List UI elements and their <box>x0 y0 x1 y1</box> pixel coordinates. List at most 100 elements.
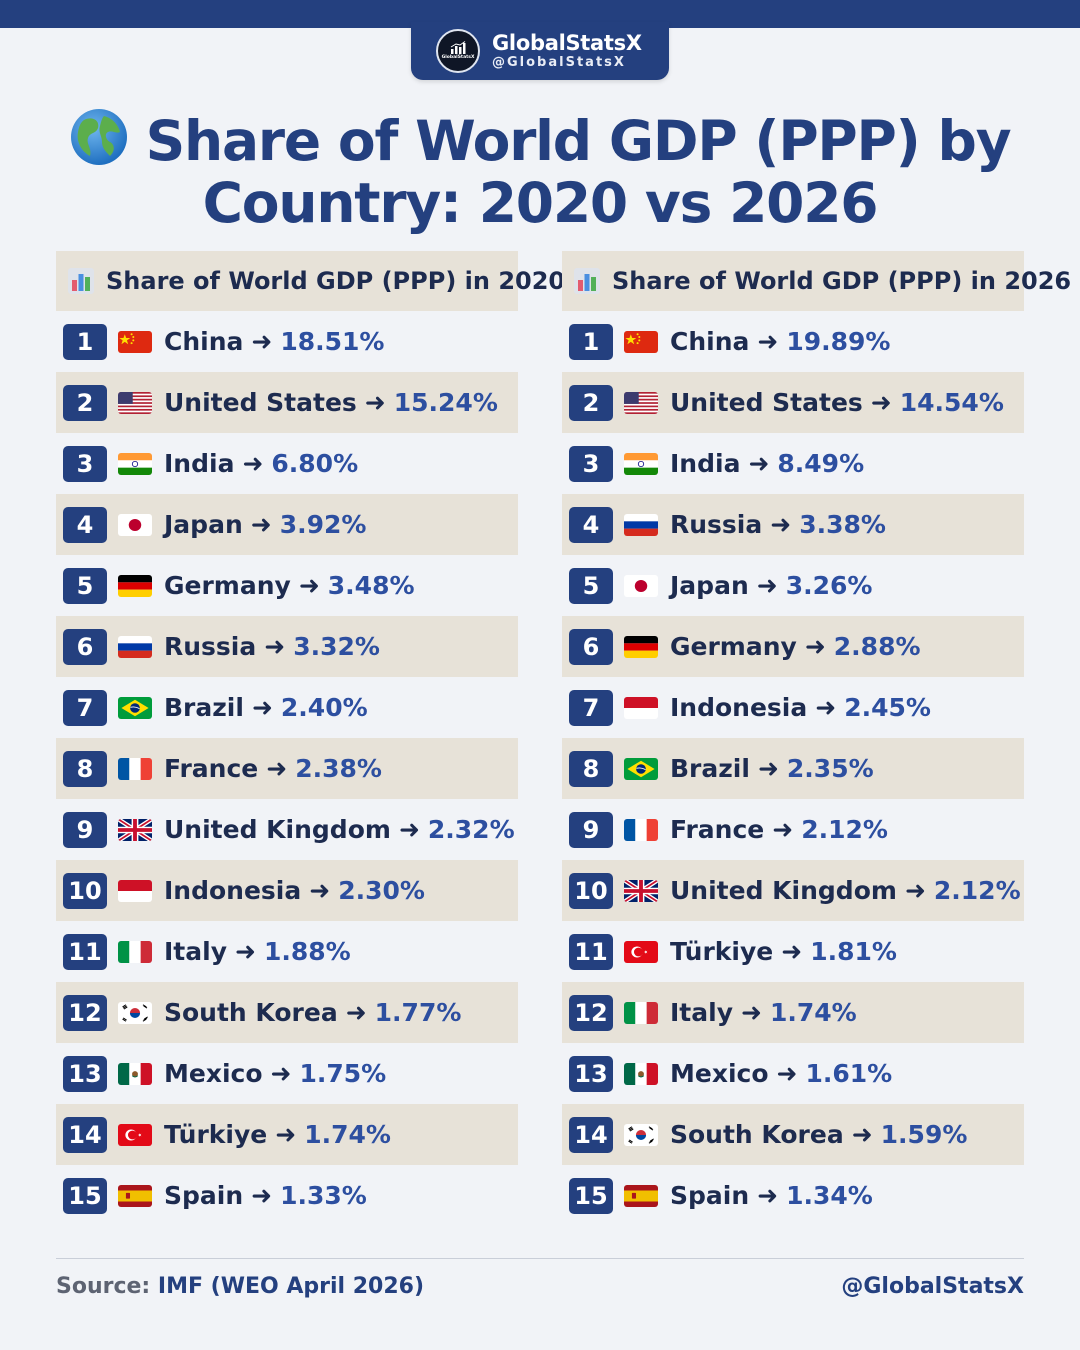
rank-badge: 1 <box>569 323 613 360</box>
country-name: United States <box>670 388 863 417</box>
flag-jp-icon <box>624 574 658 597</box>
page-title: Share of World GDP (PPP) by Country: 202… <box>60 108 1020 234</box>
ranking-row: 7 Brazil ➜ 2.40% <box>56 677 518 738</box>
gdp-share-value: 6.80% <box>271 449 359 478</box>
column-2020: Share of World GDP (PPP) in 2020 1 China ➜… <box>56 251 565 1226</box>
gdp-share-value: 1.75% <box>299 1059 387 1088</box>
flag-jp-icon <box>118 513 152 536</box>
rank-badge: 6 <box>569 628 613 665</box>
country-name: Mexico <box>670 1059 769 1088</box>
country-name: Russia <box>670 510 763 539</box>
ranking-row: 12 Italy ➜ 1.74% <box>562 982 1024 1043</box>
arrow-icon: ➜ <box>781 937 803 966</box>
arrow-icon: ➜ <box>772 815 794 844</box>
arrow-icon: ➜ <box>251 327 273 356</box>
flag-mx-icon <box>118 1062 152 1085</box>
arrow-icon: ➜ <box>741 998 762 1027</box>
country-name: Italy <box>164 937 227 966</box>
arrow-icon: ➜ <box>757 1181 779 1210</box>
source-label: Source: <box>56 1274 151 1299</box>
brand-logo-text: GlobalStatsX <box>441 55 475 60</box>
row-text: Brazil ➜ 2.40% <box>164 693 368 722</box>
arrow-icon: ➜ <box>756 571 778 600</box>
ranking-row: 11 Italy ➜ 1.88% <box>56 921 518 982</box>
arrow-icon: ➜ <box>748 449 770 478</box>
flag-es-icon <box>624 1184 658 1207</box>
country-name: Japan <box>164 510 243 539</box>
gdp-share-value: 1.74% <box>304 1120 391 1149</box>
gdp-share-value: 3.26% <box>785 571 873 600</box>
arrow-icon: ➜ <box>251 693 273 722</box>
gdp-share-value: 15.24% <box>393 388 498 417</box>
row-text: Germany ➜ 2.88% <box>670 632 921 661</box>
flag-de-icon <box>118 574 152 597</box>
row-text: France ➜ 2.38% <box>164 754 382 783</box>
brand-name: GlobalStatsX <box>492 31 642 55</box>
arrow-icon: ➜ <box>275 1120 297 1149</box>
row-text: United States ➜ 15.24% <box>164 388 498 417</box>
gdp-share-value: 1.59% <box>880 1120 968 1149</box>
column-header: Share of World GDP (PPP) in 2026 <box>562 251 1071 311</box>
flag-id-icon <box>624 696 658 719</box>
rank-badge: 7 <box>569 689 613 726</box>
ranking-row: 11 Türkiye ➜ 1.81% <box>562 921 1024 982</box>
gdp-share-value: 2.30% <box>338 876 425 905</box>
row-text: Mexico ➜ 1.75% <box>164 1059 386 1088</box>
country-name: Japan <box>670 571 749 600</box>
brand-logo: GlobalStatsX <box>436 29 480 73</box>
row-text: Indonesia ➜ 2.30% <box>164 876 425 905</box>
gdp-share-value: 2.35% <box>786 754 874 783</box>
rank-badge: 5 <box>63 567 107 604</box>
flag-tr-icon <box>624 940 658 963</box>
country-name: Germany <box>670 632 797 661</box>
row-text: Russia ➜ 3.32% <box>164 632 380 661</box>
ranking-row: 4 Russia ➜ 3.38% <box>562 494 1024 555</box>
ranking-row: 1 China ➜ 18.51% <box>56 311 518 372</box>
ranking-row: 5 Germany ➜ 3.48% <box>56 555 518 616</box>
arrow-icon: ➜ <box>251 1181 273 1210</box>
country-name: Brazil <box>164 693 244 722</box>
ranking-list: 1 China ➜ 19.89% 2 United States ➜ 14.54% 3 India… <box>562 311 1024 1226</box>
rank-badge: 11 <box>569 933 613 970</box>
ranking-row: 12 South Korea ➜ 1.77% <box>56 982 518 1043</box>
arrow-icon: ➜ <box>364 388 386 417</box>
flag-ru-icon <box>624 513 658 536</box>
ranking-row: 4 Japan ➜ 3.92% <box>56 494 518 555</box>
flag-tr-icon <box>118 1123 152 1146</box>
country-name: South Korea <box>670 1120 844 1149</box>
row-text: Italy ➜ 1.88% <box>164 937 351 966</box>
flag-fr-icon <box>118 757 152 780</box>
rank-badge: 14 <box>569 1116 613 1153</box>
column-header-label: Share of World GDP (PPP) in 2020 <box>106 267 566 295</box>
gdp-share-value: 1.61% <box>805 1059 893 1088</box>
gdp-share-value: 3.38% <box>799 510 886 539</box>
arrow-icon: ➜ <box>266 754 288 783</box>
flag-ru-icon <box>118 635 152 658</box>
arrow-icon: ➜ <box>851 1120 873 1149</box>
row-text: India ➜ 8.49% <box>670 449 864 478</box>
flag-br-icon <box>118 696 152 719</box>
ranking-row: 10 Indonesia ➜ 2.30% <box>56 860 518 921</box>
country-name: Germany <box>164 571 291 600</box>
rank-badge: 4 <box>569 506 613 543</box>
ranking-row: 14 Türkiye ➜ 1.74% <box>56 1104 518 1165</box>
row-text: Germany ➜ 3.48% <box>164 571 415 600</box>
ranking-row: 2 United States ➜ 15.24% <box>56 372 518 433</box>
bar-chart-icon <box>68 268 94 294</box>
flag-it-icon <box>118 940 152 963</box>
flag-fr-icon <box>624 818 658 841</box>
country-name: Russia <box>164 632 257 661</box>
arrow-icon: ➜ <box>345 998 367 1027</box>
country-name: India <box>164 449 235 478</box>
rank-badge: 12 <box>63 994 107 1031</box>
column-header: Share of World GDP (PPP) in 2020 <box>56 251 565 311</box>
flag-de-icon <box>624 635 658 658</box>
row-text: France ➜ 2.12% <box>670 815 888 844</box>
ranking-row: 7 Indonesia ➜ 2.45% <box>562 677 1024 738</box>
title-line-2: Country: 2020 vs 2026 <box>202 171 879 235</box>
ranking-row: 10 United Kingdom ➜ 2.12% <box>562 860 1024 921</box>
country-name: Mexico <box>164 1059 263 1088</box>
gdp-share-value: 1.88% <box>263 937 351 966</box>
globe-icon <box>70 109 127 165</box>
rank-badge: 3 <box>63 445 107 482</box>
